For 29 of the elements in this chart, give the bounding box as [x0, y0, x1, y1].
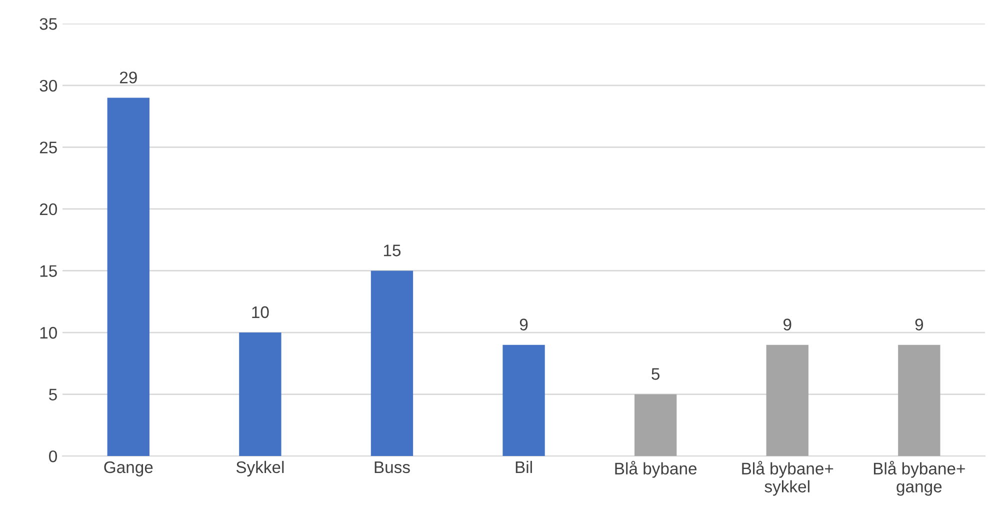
- x-tick-label: Blå bybane: [615, 460, 697, 478]
- x-tick-label: Buss: [374, 462, 410, 474]
- x-tick-label: Bil: [516, 460, 532, 473]
- data-label: 9: [784, 318, 792, 330]
- x-tick-label: Sykkel: [236, 460, 284, 476]
- x-tick-label: Blå bybane+ sykkel: [742, 460, 834, 496]
- bar: [634, 394, 677, 456]
- bar: [239, 332, 282, 456]
- y-tick-label: 10: [40, 326, 57, 339]
- bar: [898, 344, 940, 456]
- data-label: 10: [252, 306, 269, 318]
- data-label: 9: [915, 318, 924, 330]
- bar: [502, 344, 545, 456]
- x-tick-label: Blå bybane+ gange: [874, 460, 965, 496]
- y-tick-label: 30: [40, 80, 57, 92]
- data-label: 29: [120, 72, 137, 84]
- y-tick-label: 35: [40, 18, 57, 30]
- data-label: 5: [652, 368, 660, 380]
- x-tick-label: Gange: [104, 461, 153, 476]
- y-tick-label: 5: [49, 388, 57, 400]
- y-tick-label: 20: [40, 203, 57, 216]
- y-tick-label: 25: [40, 142, 57, 154]
- bar: [107, 98, 150, 456]
- y-tick-label: 0: [49, 450, 57, 462]
- bar: [766, 344, 808, 456]
- bar: [370, 270, 414, 456]
- y-tick-label: 15: [40, 265, 57, 277]
- data-label: 9: [520, 318, 528, 330]
- data-label: 15: [384, 244, 401, 256]
